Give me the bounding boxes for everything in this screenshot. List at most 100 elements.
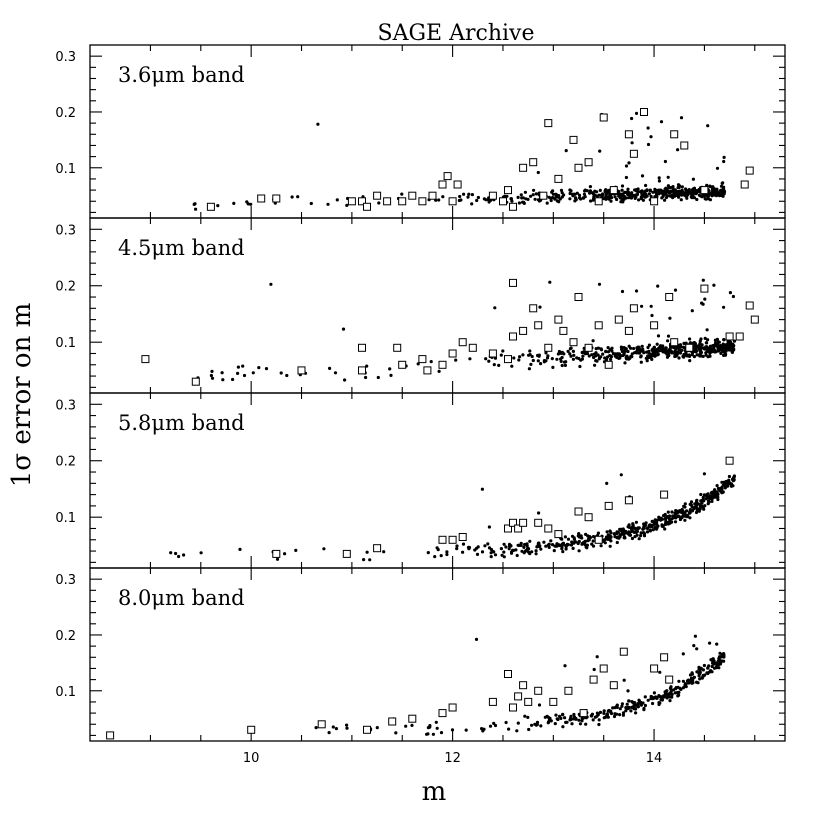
data-point <box>670 695 674 699</box>
data-point <box>510 364 514 368</box>
data-point <box>620 532 624 537</box>
square-point <box>247 725 256 734</box>
data-point <box>679 198 683 202</box>
data-point <box>632 346 636 351</box>
square-point <box>509 518 517 527</box>
data-point <box>544 351 548 355</box>
data-point <box>564 360 568 364</box>
data-point <box>688 190 692 195</box>
data-point <box>647 343 652 347</box>
data-point <box>681 354 685 358</box>
data-point <box>437 369 441 373</box>
data-point <box>502 542 506 546</box>
data-point <box>640 344 644 348</box>
square-point <box>650 197 659 206</box>
data-point <box>726 342 730 346</box>
data-point <box>722 155 726 159</box>
data-point <box>635 346 639 350</box>
data-point <box>640 304 644 308</box>
data-point <box>529 362 533 366</box>
data-point <box>544 544 548 548</box>
square-point <box>554 530 563 539</box>
data-point <box>433 555 437 559</box>
data-point <box>699 350 704 355</box>
square-point <box>398 360 407 369</box>
data-point <box>559 543 563 548</box>
data-point <box>717 666 721 670</box>
chart-title: SAGE Archive <box>378 21 535 46</box>
data-point <box>512 356 516 360</box>
data-point <box>593 189 597 193</box>
square-point <box>509 332 517 341</box>
data-point <box>434 720 438 724</box>
square-point <box>534 686 543 695</box>
data-point <box>520 549 524 553</box>
data-point <box>732 339 737 343</box>
data-point <box>328 366 332 370</box>
data-point <box>709 658 713 662</box>
data-point <box>693 342 698 346</box>
data-point <box>614 712 619 716</box>
data-point <box>639 195 643 199</box>
square-point <box>584 343 593 352</box>
data-point <box>507 547 511 551</box>
data-point <box>450 728 455 732</box>
data-point <box>699 344 703 348</box>
data-point <box>639 360 643 364</box>
data-point <box>343 378 347 382</box>
data-point <box>574 716 578 721</box>
square-point <box>519 518 528 527</box>
data-point <box>684 192 688 196</box>
y-tick-label: 0.1 <box>55 685 76 700</box>
data-point <box>458 194 462 199</box>
data-point <box>559 188 564 192</box>
data-point <box>625 354 629 358</box>
data-point <box>575 191 579 195</box>
data-point <box>516 543 520 547</box>
data-point <box>428 725 432 729</box>
data-point <box>238 547 242 552</box>
data-point <box>689 500 694 504</box>
data-point <box>622 353 626 357</box>
data-point <box>605 712 609 716</box>
data-point <box>470 202 474 206</box>
data-point <box>595 711 600 715</box>
data-point <box>504 545 508 549</box>
x-tick-label: 10 <box>243 751 260 766</box>
data-point <box>630 141 634 145</box>
data-point <box>531 358 535 363</box>
data-point <box>590 353 594 357</box>
data-point <box>631 524 635 528</box>
data-point <box>572 537 577 541</box>
data-point <box>716 660 720 664</box>
data-point <box>535 545 539 549</box>
data-point <box>547 720 551 724</box>
data-point <box>536 353 540 358</box>
data-point <box>492 363 496 367</box>
square-point <box>363 725 371 734</box>
data-point <box>697 671 701 675</box>
data-point <box>729 345 733 350</box>
data-point <box>679 116 684 120</box>
data-point <box>722 305 726 309</box>
data-point <box>679 687 683 692</box>
square-point <box>745 166 754 175</box>
data-point <box>245 200 249 204</box>
data-point <box>627 525 632 530</box>
data-point <box>650 519 654 524</box>
data-point <box>724 352 728 356</box>
data-point <box>688 359 692 363</box>
data-point <box>728 340 733 344</box>
data-point <box>637 526 641 530</box>
square-point <box>499 197 507 206</box>
data-point <box>717 657 721 661</box>
square-point <box>468 343 477 352</box>
data-point <box>627 161 631 165</box>
data-point <box>656 284 660 288</box>
data-point <box>640 192 644 196</box>
data-point <box>548 280 552 284</box>
data-point <box>715 342 719 346</box>
data-point <box>194 207 198 211</box>
data-point <box>488 724 493 728</box>
data-point <box>518 355 522 359</box>
